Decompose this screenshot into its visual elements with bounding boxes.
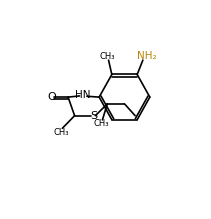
Text: CH₃: CH₃ — [54, 127, 69, 136]
Text: NH₂: NH₂ — [137, 51, 157, 61]
Text: HN: HN — [75, 90, 91, 101]
Text: S: S — [90, 111, 97, 121]
Text: O: O — [48, 92, 57, 102]
Text: CH₃: CH₃ — [100, 52, 115, 61]
Text: CH₃: CH₃ — [94, 119, 109, 128]
